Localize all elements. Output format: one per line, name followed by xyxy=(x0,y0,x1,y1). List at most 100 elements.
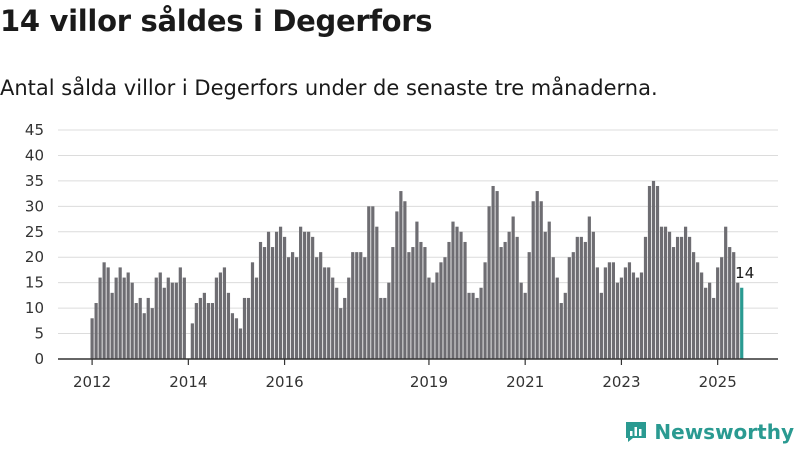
bar xyxy=(238,328,243,359)
bar xyxy=(250,262,255,359)
bar xyxy=(174,282,178,359)
bar xyxy=(663,226,668,359)
bar xyxy=(355,252,359,359)
y-tick-label: 5 xyxy=(34,325,44,343)
bar xyxy=(451,221,455,359)
y-tick-label: 45 xyxy=(25,121,44,139)
bar xyxy=(571,252,575,359)
bar xyxy=(667,231,672,359)
bar xyxy=(234,318,239,359)
bar xyxy=(299,226,303,359)
bar xyxy=(535,191,539,359)
bar xyxy=(222,267,227,359)
bar xyxy=(286,257,291,359)
bar xyxy=(226,292,231,359)
bar xyxy=(531,201,535,359)
bar xyxy=(471,292,475,359)
bar xyxy=(162,287,166,359)
bar xyxy=(675,236,680,359)
bar xyxy=(230,313,235,359)
y-tick-label: 10 xyxy=(25,299,44,317)
bar xyxy=(423,247,427,359)
bar xyxy=(499,247,503,359)
latest-value-label: 14 xyxy=(735,264,754,282)
bar xyxy=(724,226,728,359)
bar xyxy=(134,303,138,359)
bar xyxy=(266,231,271,359)
bar xyxy=(736,282,740,359)
bar-latest xyxy=(740,287,744,359)
bar xyxy=(411,247,415,359)
bar xyxy=(202,292,206,359)
bar xyxy=(166,277,170,359)
bar xyxy=(720,257,724,359)
bar xyxy=(363,257,367,359)
bar xyxy=(98,277,102,359)
bar xyxy=(371,206,375,359)
bar xyxy=(495,191,499,359)
bar xyxy=(198,297,202,359)
bar xyxy=(118,267,122,359)
bar xyxy=(559,303,563,359)
bar xyxy=(126,272,130,359)
x-tick-label: 2023 xyxy=(602,373,640,391)
bar xyxy=(455,226,459,359)
bar xyxy=(331,277,335,359)
bar xyxy=(194,303,198,359)
bar xyxy=(383,297,387,359)
bar xyxy=(158,272,162,359)
bar xyxy=(631,272,636,359)
bar xyxy=(647,185,652,359)
bar xyxy=(619,277,624,359)
bar xyxy=(639,272,644,359)
x-tick-label: 2016 xyxy=(265,373,303,391)
bar xyxy=(295,257,299,359)
bar xyxy=(479,287,483,359)
bar xyxy=(503,241,507,359)
bar xyxy=(210,303,214,359)
bar xyxy=(611,262,615,359)
bar xyxy=(399,191,403,359)
bar xyxy=(515,236,519,359)
bar xyxy=(311,236,315,359)
bar xyxy=(527,252,531,359)
bar xyxy=(651,180,656,359)
bar xyxy=(391,247,395,359)
bar xyxy=(323,267,327,359)
bar xyxy=(182,277,186,359)
bar xyxy=(138,297,142,359)
bar xyxy=(567,257,571,359)
bar xyxy=(254,277,259,359)
y-tick-label: 15 xyxy=(25,274,44,292)
bar xyxy=(712,297,716,359)
bar xyxy=(427,277,431,359)
bar xyxy=(246,297,251,359)
bar xyxy=(563,292,567,359)
bar xyxy=(623,267,628,359)
bar xyxy=(242,297,247,359)
bar xyxy=(435,272,439,359)
bar xyxy=(407,252,411,359)
bar xyxy=(270,247,275,359)
y-tick-label: 40 xyxy=(25,146,44,164)
bar xyxy=(679,236,684,359)
x-tick-label: 2019 xyxy=(410,373,448,391)
bar xyxy=(114,277,118,359)
x-tick-label: 2012 xyxy=(73,373,111,391)
chart-subtitle: Antal sålda villor i Degerfors under de … xyxy=(0,76,658,100)
bar xyxy=(327,267,331,359)
bar xyxy=(447,241,451,359)
bar xyxy=(431,282,435,359)
bar xyxy=(507,231,511,359)
bar xyxy=(491,185,495,359)
bar xyxy=(603,267,607,359)
bar xyxy=(708,282,712,359)
bar xyxy=(643,236,648,359)
bar xyxy=(607,262,611,359)
bar xyxy=(419,241,423,359)
bar xyxy=(335,287,339,359)
bar xyxy=(90,318,94,359)
bar xyxy=(728,247,732,359)
bar xyxy=(178,267,182,359)
bar xyxy=(278,226,283,359)
